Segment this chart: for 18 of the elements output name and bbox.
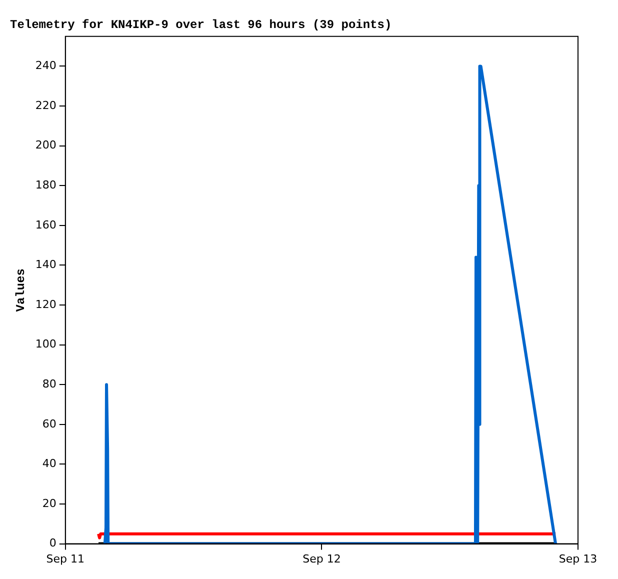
y-tick-label: 100 — [35, 338, 56, 351]
x-tick-label: Sep 11 — [46, 552, 85, 566]
y-tick-label: 0 — [49, 536, 56, 550]
y-axis-title: Values — [14, 268, 28, 312]
y-tick-label: 20 — [42, 496, 56, 510]
y-tick-label: 240 — [35, 59, 56, 72]
chart-title: Telemetry for KN4IKP-9 over last 96 hours (39 points) — [10, 18, 392, 32]
y-tick-label: 200 — [35, 138, 56, 152]
y-tick-label: 40 — [42, 457, 56, 470]
y-tick-label: 140 — [35, 258, 56, 272]
x-tick-label: Sep 12 — [302, 552, 341, 566]
y-tick-label: 60 — [42, 417, 56, 430]
y-tick-label: 180 — [35, 178, 56, 192]
y-tick-label: 220 — [35, 98, 56, 112]
y-tick-label: 80 — [42, 377, 56, 390]
x-tick-label: Sep 13 — [558, 552, 598, 566]
y-tick-label: 120 — [35, 298, 56, 311]
y-tick-label: 160 — [35, 218, 56, 232]
